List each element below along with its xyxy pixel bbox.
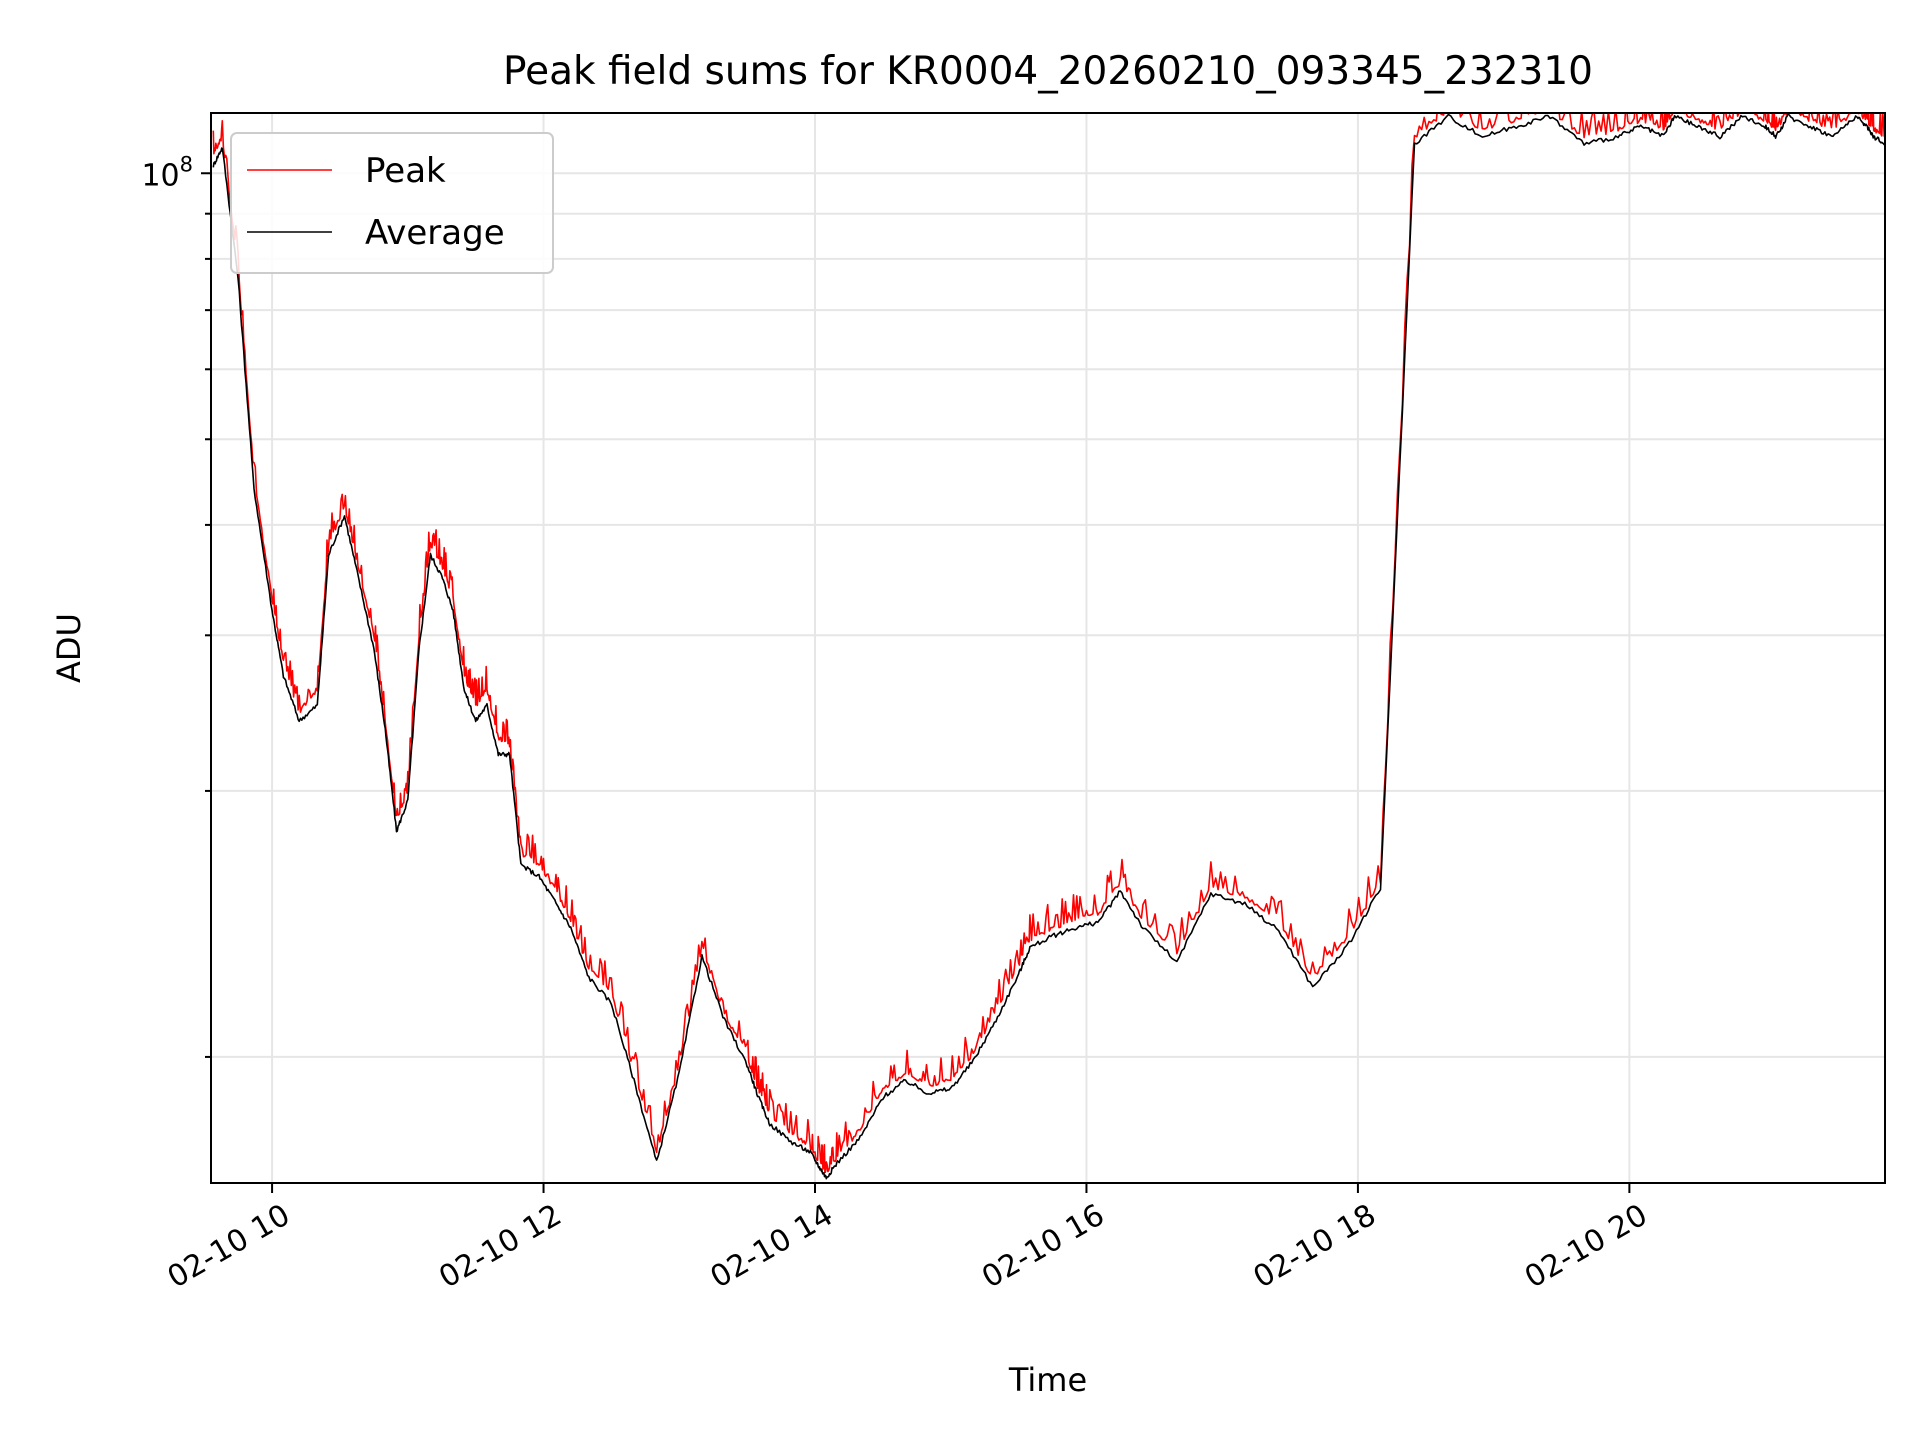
y-tick-label: 108 — [141, 152, 193, 193]
series-line-peak — [212, 113, 1885, 1174]
axes-frame — [210, 112, 1886, 1184]
legend-label-average: Average — [365, 213, 505, 253]
series-line-average — [212, 113, 1885, 1180]
y-axis-ticks: 108 — [141, 152, 211, 1058]
plot-area — [212, 113, 1885, 1180]
x-axis-label: Time — [1008, 1361, 1087, 1399]
grid-lines — [211, 113, 1885, 1183]
legend: Peak Average — [230, 132, 554, 274]
legend-label-peak: Peak — [365, 151, 446, 191]
y-axis-label: ADU — [50, 613, 88, 683]
legend-box — [230, 132, 554, 274]
chart-title: Peak field sums for KR0004_20260210_0933… — [503, 49, 1593, 94]
